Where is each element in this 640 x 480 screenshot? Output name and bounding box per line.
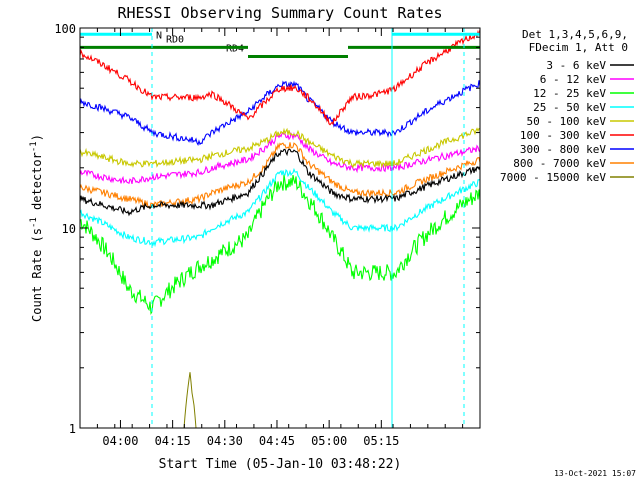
series-7000-15000-kev bbox=[80, 372, 480, 429]
y-tick-label: 10 bbox=[62, 222, 76, 236]
legend-entry-label: 100 - 300 keV bbox=[520, 129, 606, 142]
x-tick-label: 04:45 bbox=[259, 434, 295, 448]
legend-entry-label: 25 - 50 keV bbox=[533, 101, 606, 114]
series-300-800-kev bbox=[79, 80, 481, 147]
y-tick-label: 100 bbox=[54, 22, 76, 36]
y-tick-label: 1 bbox=[69, 422, 76, 436]
series-100-300-kev bbox=[79, 29, 481, 126]
legend-entry-label: 7000 - 15000 keV bbox=[500, 171, 606, 184]
series-line bbox=[79, 167, 481, 248]
x-tick-label: 04:00 bbox=[102, 434, 138, 448]
y-axis-label-sup: -1 bbox=[29, 217, 39, 228]
series-line bbox=[79, 80, 481, 147]
series-layer bbox=[79, 29, 481, 429]
axes-layer: 1 10 100 04:00 04:15 04:30 04:45 05:00 05:15 bbox=[54, 22, 481, 448]
x-tick-label: 05:15 bbox=[363, 434, 399, 448]
series-line bbox=[80, 372, 480, 429]
legend: Det 1,3,4,5,6,9,FDecim 1, Att 0 3 - 6 keV… bbox=[500, 28, 634, 184]
legend-entry-label: 3 - 6 keV bbox=[546, 59, 606, 72]
attenuator-state-label: RD0 bbox=[166, 34, 184, 45]
series-line bbox=[79, 148, 481, 217]
x-axis-label: Start Time (05-Jan-10 03:48:22) bbox=[159, 457, 402, 472]
series-50-100-kev bbox=[79, 127, 481, 169]
y-axis-label: Count Rate (s-1 detector-1) bbox=[29, 134, 44, 322]
series-12-25-kev bbox=[79, 174, 481, 315]
footer-timestamp: 13-Oct-2021 15:07 bbox=[554, 469, 636, 478]
legend-entry-label: 300 - 800 keV bbox=[520, 143, 606, 156]
y-axis-label-sup2: -1 bbox=[29, 141, 39, 152]
x-tick-label: 05:00 bbox=[311, 434, 347, 448]
series-25-50-kev bbox=[79, 167, 481, 248]
chart-title: RHESSI Observing Summary Count Rates bbox=[117, 4, 442, 22]
legend-entry-label: 6 - 12 keV bbox=[540, 73, 607, 86]
legend-entry-label: 12 - 25 keV bbox=[533, 87, 606, 100]
series-line bbox=[79, 142, 481, 209]
series-800-7000-kev bbox=[79, 142, 481, 209]
attenuator-state-label: RD4 bbox=[226, 44, 244, 55]
series-line bbox=[79, 174, 481, 315]
x-tick-label: 04:15 bbox=[155, 434, 191, 448]
series-line bbox=[79, 131, 481, 185]
night-marker-label: N bbox=[156, 30, 162, 41]
legend-header: FDecim 1, Att 0 bbox=[529, 41, 628, 54]
legend-header: Det 1,3,4,5,6,9, bbox=[522, 28, 628, 41]
series-3-6-kev bbox=[79, 148, 481, 217]
series-line bbox=[79, 29, 481, 126]
legend-entry-label: 800 - 7000 keV bbox=[513, 157, 606, 170]
legend-entry-label: 50 - 100 keV bbox=[527, 115, 607, 128]
x-tick-label: 04:30 bbox=[207, 434, 243, 448]
series-6-12-kev bbox=[79, 131, 481, 185]
series-line bbox=[79, 127, 481, 169]
